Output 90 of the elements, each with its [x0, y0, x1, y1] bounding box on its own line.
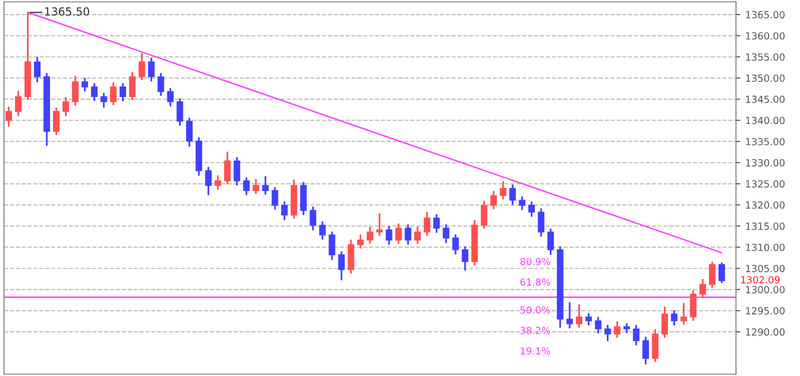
candlestick — [186, 116, 193, 148]
y-tick-label: 1310.00 — [746, 244, 785, 252]
candlestick — [53, 106, 60, 136]
candlestick — [670, 309, 678, 326]
candlestick — [310, 206, 316, 232]
candlestick — [176, 97, 184, 127]
candlestick — [158, 72, 164, 97]
candlestick — [34, 56, 41, 84]
candlestick — [604, 324, 611, 342]
annotation: 80.9% — [520, 258, 550, 266]
candlestick — [480, 200, 488, 230]
candlestick — [452, 234, 459, 256]
candlestick — [366, 226, 374, 244]
y-tick-label: 1305.00 — [746, 264, 785, 272]
candlestick — [404, 224, 412, 246]
candlestick — [566, 301, 573, 330]
y-tick-label: 1315.00 — [746, 222, 785, 230]
candlestick — [243, 176, 250, 196]
candlestick — [100, 92, 108, 108]
candlestick — [661, 306, 668, 339]
candlestick — [623, 322, 630, 334]
candlestick — [91, 82, 98, 102]
candlestick — [386, 225, 392, 246]
y-tick-label: 1345.00 — [746, 96, 785, 103]
candlestick — [395, 222, 402, 245]
candlestick — [120, 82, 126, 102]
candlestick — [708, 260, 716, 289]
y-tick-label: 1330.00 — [746, 159, 785, 166]
candlestick — [547, 228, 554, 256]
candlestick — [690, 290, 696, 322]
candlestick — [490, 190, 497, 210]
candlestick — [376, 212, 383, 237]
candlestick — [718, 262, 726, 284]
candlestick — [205, 166, 212, 196]
candlestick — [462, 246, 468, 272]
candlestick — [538, 207, 544, 238]
candlestick — [699, 278, 706, 299]
candlestick — [500, 180, 506, 200]
candlestick — [632, 324, 640, 346]
candlestick — [614, 320, 620, 339]
candlestick — [72, 75, 79, 106]
annotation: 61.8% — [520, 278, 550, 286]
y-tick-label: 1300.00 — [746, 286, 785, 294]
y-tick-label: 1355.00 — [746, 53, 785, 61]
candlestick — [82, 77, 88, 92]
candlestick — [642, 336, 649, 366]
candlestick — [576, 303, 582, 328]
y-tick-label: 1350.00 — [746, 74, 785, 82]
candlestick — [594, 316, 602, 334]
candlestick — [252, 178, 260, 195]
candlestick — [14, 90, 22, 117]
y-tick-label: 1335.00 — [746, 138, 785, 146]
annotation: 19.1% — [520, 347, 550, 355]
candlestick — [5, 106, 12, 128]
candlestick — [281, 200, 288, 221]
candlestick — [110, 81, 117, 106]
y-tick-label: 1320.00 — [746, 201, 785, 209]
candlestick — [518, 196, 526, 211]
candlestick — [319, 220, 326, 240]
candlestick — [129, 71, 136, 101]
candlestick — [148, 56, 155, 82]
candlestick — [528, 200, 535, 218]
candlestick — [357, 234, 364, 250]
y-tick-label: 1295.00 — [746, 307, 785, 314]
candlestick — [338, 250, 345, 282]
y-tick-label: 1340.00 — [746, 116, 785, 124]
candlestick — [234, 156, 240, 186]
y-tick-label: 1290.00 — [746, 328, 785, 336]
y-tick-label: 1360.00 — [746, 32, 785, 40]
text: 1302.09 — [741, 276, 780, 284]
candlestick — [585, 312, 592, 326]
y-tick-label: 1365.00 — [746, 11, 785, 18]
candlestick — [433, 213, 440, 234]
annotation: 50.0% — [520, 306, 550, 314]
candlestick — [328, 230, 336, 261]
candlestick — [272, 186, 278, 210]
candlestick — [214, 174, 222, 191]
annotation: 38.2% — [520, 326, 550, 334]
annotation: 1365.50 — [45, 7, 90, 16]
candlestick — [414, 226, 421, 245]
candlestick — [262, 175, 269, 196]
candlestick — [167, 87, 174, 108]
candlestick — [138, 52, 146, 81]
candlestick — [424, 211, 430, 237]
candlestick — [62, 96, 70, 117]
candlestick — [224, 150, 231, 186]
candlestick — [509, 184, 516, 206]
candlestick — [680, 302, 687, 326]
y-tick-label: 1325.00 — [746, 180, 785, 188]
candlestick — [442, 224, 450, 244]
